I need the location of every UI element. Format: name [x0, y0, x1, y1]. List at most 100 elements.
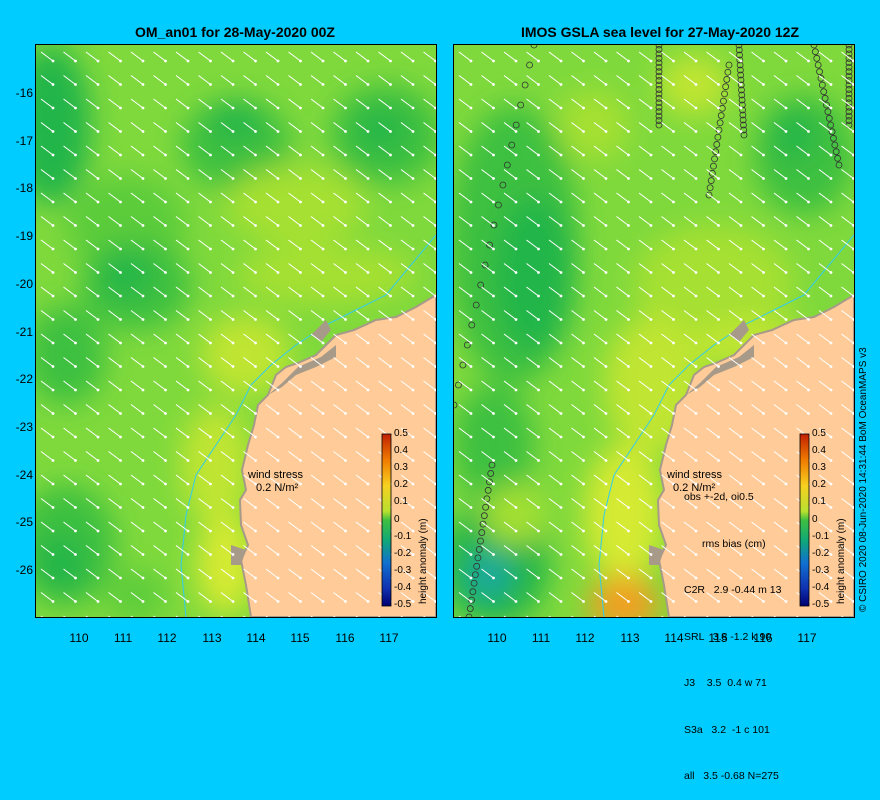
wind-arrow	[773, 333, 787, 344]
wind-arrow	[153, 310, 166, 320]
wind-arrow-head	[582, 553, 585, 556]
lon-label: 111	[113, 631, 133, 645]
wind-arrow	[661, 263, 674, 273]
wind-arrow-head	[672, 130, 675, 133]
wind-arrow-head	[366, 459, 370, 462]
wind-arrow-head	[141, 365, 145, 368]
wind-arrow	[638, 380, 652, 391]
wind-arrow-head	[649, 388, 653, 392]
wind-arrow	[400, 145, 414, 156]
wind-arrow-head	[717, 177, 720, 180]
wind-arrow	[288, 75, 301, 85]
wind-arrow	[706, 192, 719, 203]
wind-arrow	[265, 216, 279, 226]
wind-arrow	[706, 239, 719, 250]
wind-arrow	[310, 98, 324, 109]
wind-arrow	[108, 310, 121, 320]
wind-arrow	[593, 380, 607, 391]
wind-arrow	[40, 474, 54, 485]
wind-arrow-head	[164, 506, 167, 509]
wind-arrow-head	[717, 130, 720, 133]
wind-arrow	[638, 216, 652, 226]
wind-arrow	[175, 122, 189, 132]
wind-arrow-head	[366, 271, 370, 274]
wind-arrow-head	[514, 529, 518, 533]
wind-arrow	[503, 333, 517, 344]
wind-arrow-head	[344, 83, 347, 86]
wind-arrow-head	[762, 83, 765, 86]
wind-arrow-head	[514, 459, 518, 462]
wind-arrow	[423, 498, 436, 508]
wind-arrow-head	[537, 130, 540, 133]
wind-arrow-head	[514, 388, 518, 392]
wind-arrow-head	[852, 294, 854, 298]
wind-arrow-head	[469, 177, 473, 180]
wind-arrow-head	[141, 153, 145, 157]
wind-arrow-head	[627, 365, 630, 368]
lon-label: 116	[753, 631, 773, 645]
wind-arrow-head	[96, 224, 100, 227]
wind-arrow-head	[469, 83, 473, 86]
wind-arrow	[706, 380, 719, 391]
wind-arrow-head	[434, 177, 436, 180]
wind-arrow-head	[254, 271, 257, 274]
wind-arrow-head	[411, 341, 415, 345]
colorbar-tick: -0.2	[394, 548, 412, 559]
wind-arrow-head	[96, 177, 100, 180]
wind-arrow	[616, 98, 629, 109]
wind-arrow-head	[739, 200, 743, 204]
stats-columns: rms bias (cm)	[702, 537, 766, 550]
wind-arrow-head	[74, 576, 77, 580]
altimeter-obs	[830, 134, 837, 142]
wind-arrow-head	[119, 506, 122, 509]
wind-arrow-head	[186, 412, 190, 415]
wind-arrow	[526, 51, 539, 62]
left-map-title: OM_an01 for 28-May-2020 00Z	[135, 24, 335, 40]
wind-arrow	[683, 169, 697, 179]
wind-arrow-head	[627, 482, 630, 486]
altimeter-obs	[655, 77, 663, 84]
wind-arrow-head	[627, 271, 630, 274]
wind-arrow-head	[344, 576, 347, 580]
wind-arrow-head	[717, 600, 720, 603]
wind-arrow-head	[784, 177, 788, 180]
colorbar-tick: 0.2	[812, 479, 826, 490]
wind-arrow	[288, 592, 301, 602]
wind-arrow	[310, 474, 324, 485]
wind-arrow-head	[434, 341, 436, 345]
wind-arrow-head	[627, 153, 630, 157]
wind-arrow-head	[672, 553, 675, 556]
wind-arrow-head	[231, 482, 235, 486]
left-wind-stress-label: wind stress	[248, 469, 304, 481]
wind-arrow-head	[186, 506, 190, 509]
wind-arrow	[773, 216, 787, 226]
wind-arrow-head	[186, 83, 190, 86]
stats-row: S3a 3.2 -1 c 101	[684, 723, 770, 736]
wind-arrow	[481, 380, 494, 391]
wind-arrow	[773, 521, 787, 532]
wind-arrow-head	[299, 177, 302, 180]
wind-arrow-head	[627, 247, 630, 251]
wind-arrow	[288, 263, 301, 273]
wind-arrow	[310, 498, 324, 508]
wind-arrow-head	[784, 130, 788, 133]
wind-arrow-head	[807, 412, 810, 415]
wind-arrow-head	[299, 153, 302, 157]
lon-label: 113	[620, 631, 640, 645]
wind-arrow-head	[389, 294, 392, 298]
wind-arrow	[198, 169, 211, 179]
wind-arrow	[175, 169, 189, 179]
wind-arrow	[288, 145, 301, 156]
wind-arrow	[175, 51, 189, 62]
wind-arrow-head	[344, 529, 347, 533]
wind-arrow-head	[96, 459, 100, 462]
wind-arrow-head	[559, 459, 563, 462]
wind-arrow	[773, 192, 787, 203]
wind-arrow	[593, 239, 607, 250]
wind-arrow	[706, 51, 719, 62]
wind-arrow	[548, 357, 562, 367]
wind-arrow	[310, 427, 324, 438]
wind-arrow-head	[209, 177, 212, 180]
wind-arrow	[638, 239, 652, 250]
wind-arrow	[796, 263, 809, 273]
